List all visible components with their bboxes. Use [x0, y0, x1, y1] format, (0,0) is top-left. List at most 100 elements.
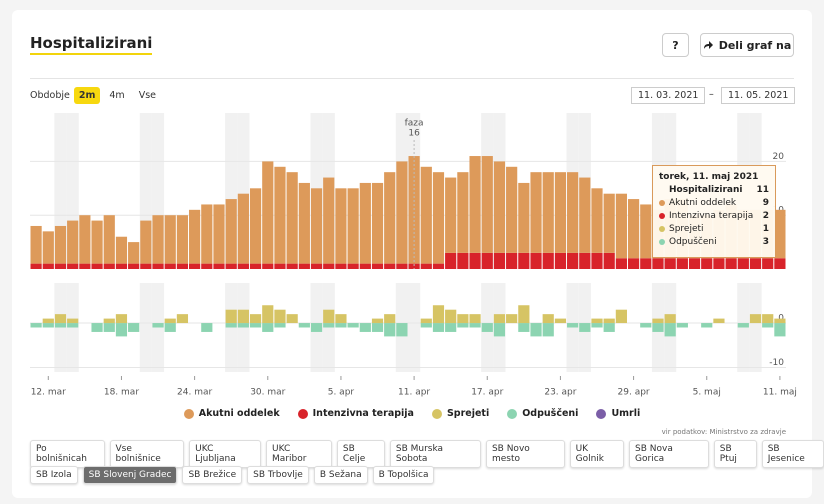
bar	[79, 215, 91, 264]
bar	[579, 177, 591, 253]
filter-button[interactable]: B Sežana	[313, 466, 368, 484]
x-tick-label: 5. maj	[693, 388, 721, 398]
bar	[469, 323, 481, 328]
filter-button[interactable]: B Topolšica	[372, 466, 435, 484]
filter-button[interactable]: UKC Maribor	[266, 440, 332, 468]
bar	[664, 323, 676, 337]
date-to[interactable]: 11. 05. 2021	[721, 87, 796, 104]
bar	[54, 263, 67, 269]
bar	[420, 318, 432, 324]
legend-item[interactable]: Intenzivna terapija	[297, 408, 414, 419]
bar	[432, 323, 445, 332]
bar	[481, 252, 493, 269]
bar	[432, 263, 445, 269]
filter-button[interactable]: SB Trbovlje	[247, 466, 309, 484]
y-tick-label: 20	[773, 152, 785, 162]
bar	[128, 323, 140, 332]
bar	[567, 323, 579, 328]
filter-button[interactable]: SB Slovenj Gradec	[82, 466, 178, 484]
bar	[152, 323, 164, 328]
bar	[335, 188, 347, 264]
bar	[640, 323, 652, 328]
date-from[interactable]: 11. 03. 2021	[631, 87, 706, 104]
tooltip-name: Intenzivna terapija	[669, 210, 754, 221]
bar	[713, 258, 725, 269]
bar	[664, 258, 676, 269]
share-button[interactable]: Deli graf na	[700, 33, 794, 57]
period-option[interactable]: Vse	[138, 90, 156, 101]
bar	[530, 252, 542, 269]
legend-item[interactable]: Umrli	[596, 408, 640, 419]
bar	[627, 258, 640, 269]
filter-button[interactable]: UK Golnik	[569, 440, 625, 468]
bar	[664, 314, 676, 324]
bar	[603, 318, 615, 324]
filter-button[interactable]: SB Nova Gorica	[629, 440, 709, 468]
bar	[774, 258, 786, 269]
filter-button[interactable]: Po bolnišnicah	[30, 440, 105, 468]
bar	[701, 258, 713, 269]
bar	[103, 215, 115, 264]
filter-button[interactable]: SB Izola	[30, 466, 78, 484]
tooltip-title: torek, 11. maj 2021	[659, 171, 759, 182]
bar	[30, 323, 42, 328]
bar	[603, 252, 615, 269]
bar	[774, 323, 786, 337]
bar	[201, 204, 213, 264]
bar	[579, 252, 591, 269]
bar	[432, 305, 445, 324]
tooltip-name-wrap: Intenzivna terapija	[659, 211, 753, 221]
x-tick-label: 12. mar	[31, 388, 66, 398]
bar	[567, 252, 579, 269]
filter-button[interactable]: UKC Ljubljana	[189, 440, 262, 468]
legend-item[interactable]: Akutni oddelek	[183, 408, 280, 419]
period-option[interactable]: 4m	[109, 90, 125, 101]
bar	[384, 323, 396, 337]
filter-button[interactable]: SB Murska Sobota	[389, 440, 481, 468]
bar	[749, 258, 762, 269]
period-option[interactable]: 2m	[73, 87, 101, 104]
tooltip-value: 1	[762, 223, 769, 234]
bar	[115, 263, 128, 269]
bar	[67, 220, 79, 264]
filter-button[interactable]: Vse bolnišnice	[109, 440, 185, 468]
bar	[323, 263, 335, 269]
bar	[542, 323, 554, 337]
bar	[359, 323, 371, 332]
legend-dot	[507, 408, 518, 419]
bar	[274, 309, 286, 324]
bar	[542, 252, 554, 269]
bar	[286, 263, 298, 269]
legend-item[interactable]: Sprejeti	[431, 408, 489, 419]
help-button[interactable]: ?	[662, 33, 689, 57]
legend-dot	[297, 408, 308, 419]
filter-button[interactable]: SB Jesenice	[761, 440, 824, 468]
bar	[310, 188, 323, 264]
bar	[640, 204, 652, 259]
filter-button[interactable]: SB Celje	[336, 440, 385, 468]
bar	[237, 309, 249, 324]
x-tick-label: 30. mar	[250, 388, 285, 398]
bar	[201, 323, 213, 332]
bar	[640, 258, 652, 269]
bar	[384, 263, 396, 269]
bar	[274, 323, 286, 328]
legend-label: Odpuščeni	[522, 408, 579, 419]
filter-button[interactable]: SB Ptuj	[713, 440, 757, 468]
bar	[384, 172, 396, 264]
filter-button[interactable]: SB Brežice	[182, 466, 243, 484]
legend-item[interactable]: Odpuščeni	[507, 408, 578, 419]
bar	[237, 263, 249, 269]
bar	[128, 263, 140, 269]
bar	[603, 323, 615, 332]
tooltip-name: Sprejeti	[669, 223, 704, 234]
filter-button[interactable]: SB Novo mesto	[485, 440, 565, 468]
legend: Akutni oddelek Intenzivna terapija Sprejet…	[0, 408, 824, 419]
bar	[518, 323, 530, 332]
bar	[164, 323, 176, 332]
tooltip-dot	[659, 212, 665, 219]
bar	[384, 314, 396, 324]
bar	[335, 314, 347, 324]
bar	[579, 323, 591, 332]
bar	[237, 323, 249, 328]
